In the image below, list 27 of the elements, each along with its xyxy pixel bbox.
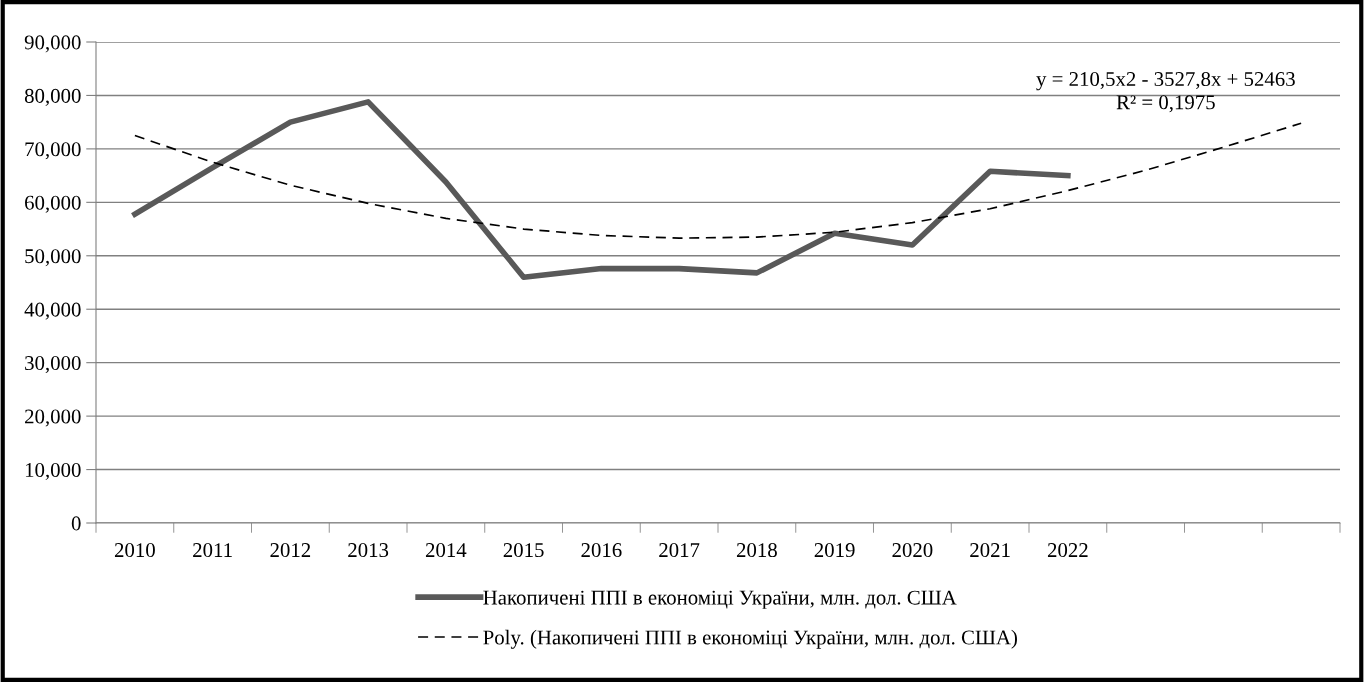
x-tick-label: 2013 — [348, 543, 389, 558]
x-tick-label: 2018 — [736, 543, 777, 558]
x-tick-label: 2011 — [193, 543, 232, 558]
legend-label: Накопичені ППІ в економіці України, млн. дол. США — [483, 590, 957, 609]
y-tick-label: 20,000 — [25, 409, 81, 427]
line-series — [134, 122, 1302, 239]
y-tick-label: 50,000 — [25, 249, 81, 267]
legend-label: Poly. (Накопичені ППІ в економіці України, млн. дол. США) — [483, 629, 1017, 649]
x-tick-label: 2015 — [503, 543, 544, 558]
y-tick-label: 0 — [71, 516, 81, 531]
x-tick-label: 2019 — [814, 543, 855, 558]
x-tick-label: 2010 — [114, 543, 155, 558]
x-tick-label: 2017 — [659, 543, 700, 558]
x-tick-label: 2021 — [970, 543, 1010, 558]
y-tick-label: 80,000 — [24, 88, 81, 106]
x-tick-label: 2016 — [581, 543, 622, 558]
y-tick-label: 30,000 — [25, 356, 81, 374]
y-tick-label: 40,000 — [24, 302, 81, 320]
y-tick-label: 70,000 — [25, 142, 81, 160]
x-tick-label: 2020 — [892, 543, 933, 558]
y-tick-label: 10,000 — [25, 462, 81, 480]
y-tick-label: 60,000 — [25, 195, 81, 213]
annotation: y = 210,5x2 - 3527,8x + 52463 R² = 0,1975 — [1036, 71, 1295, 113]
y-tick-label: 90,000 — [24, 35, 81, 53]
x-tick-label: 2014 — [425, 543, 467, 558]
x-tick-label: 2022 — [1047, 543, 1088, 558]
x-tick-label: 2012 — [270, 543, 311, 558]
